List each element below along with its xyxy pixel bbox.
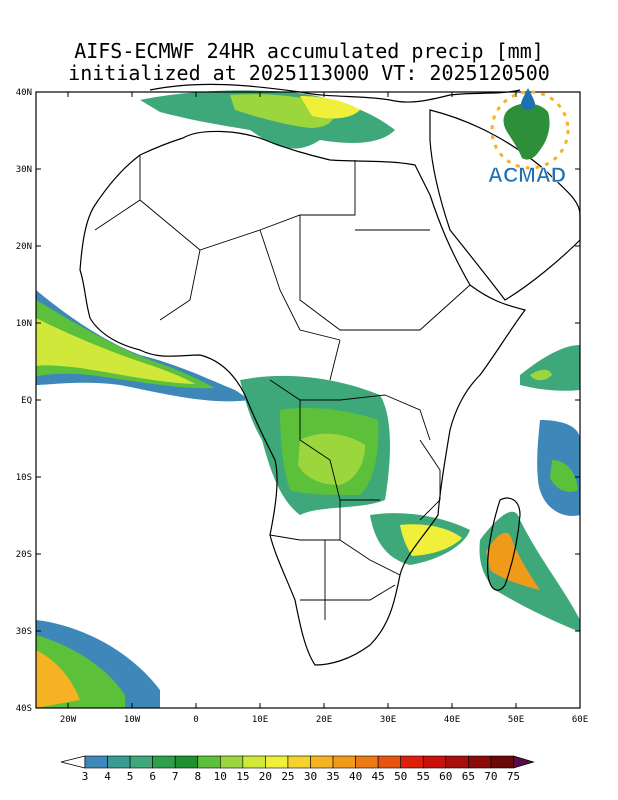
africa-coastline xyxy=(79,130,527,666)
logo-raindrop xyxy=(521,88,535,110)
lon-label: 50E xyxy=(508,715,524,725)
acmad-logo: ACMAD xyxy=(488,88,570,187)
colorbar-label: 70 xyxy=(484,770,497,783)
map-title-line-2: initialized at 2025113000 VT: 2025120500 xyxy=(68,61,550,85)
colorbar-label: 40 xyxy=(349,770,362,783)
colorbar-swatch xyxy=(355,755,379,769)
precip-east-ocean-core xyxy=(530,369,552,381)
precip-mozambique-core xyxy=(400,524,462,556)
precip-madagascar-core xyxy=(486,532,540,590)
colorbar-label: 7 xyxy=(172,770,179,783)
logo-sun-ring xyxy=(490,90,570,170)
europe-coastline xyxy=(149,83,521,103)
precip-congo-core xyxy=(298,433,365,485)
colorbar-label: 6 xyxy=(149,770,156,783)
colorbar-swatch xyxy=(422,755,447,769)
colorbar-label: 5 xyxy=(127,770,134,783)
lat-label: EQ xyxy=(21,396,32,406)
precip-atlantic-band-core xyxy=(36,318,195,384)
latitude-axis: 40N 30N 20N 10N EQ 10S 20S 30S 40S xyxy=(16,88,580,714)
colorbar-swatch xyxy=(129,755,153,769)
lon-label: 40E xyxy=(444,715,460,725)
colorbar-swatch xyxy=(332,755,356,769)
colorbar-swatch xyxy=(400,755,424,769)
lon-label: 10E xyxy=(252,715,268,725)
map-title-line-1: AIFS-ECMWF 24HR accumulated precip [mm] xyxy=(74,39,544,63)
longitude-axis: 20W 10W 0 10E 20E 30E 40E 50E 60E xyxy=(60,92,588,725)
logo-africa-silhouette xyxy=(503,103,550,160)
lat-label: 40N xyxy=(16,88,32,98)
lat-label: 20S xyxy=(16,550,32,560)
colorbar-label: 20 xyxy=(259,770,272,783)
colorbar-label: 8 xyxy=(194,770,201,783)
colorbar-swatch xyxy=(377,755,401,769)
colorbar-label: 4 xyxy=(104,770,111,783)
colorbar-label: 30 xyxy=(304,770,317,783)
colorbar-label: 65 xyxy=(462,770,475,783)
precip-south-atlantic-core xyxy=(36,650,80,708)
colorbar-label: 50 xyxy=(394,770,407,783)
precip-east-ocean xyxy=(520,345,580,391)
colorbar-label: 25 xyxy=(281,770,294,783)
colorbar-label: 15 xyxy=(236,770,249,783)
lon-label: 20E xyxy=(316,715,332,725)
colorbar-swatch xyxy=(445,755,469,769)
colorbar-label: 75 xyxy=(507,770,520,783)
lon-label: 30E xyxy=(380,715,396,725)
colorbar-swatch xyxy=(287,755,311,769)
country-borders xyxy=(94,155,471,620)
precip-indian-ocean-core xyxy=(550,460,578,492)
lat-label: 20N xyxy=(16,242,32,252)
lon-label: 10W xyxy=(124,715,141,725)
colorbar-label: 60 xyxy=(439,770,452,783)
colorbar-swatch xyxy=(310,755,334,769)
colorbar-high-arrow xyxy=(513,755,535,769)
colorbar-label: 35 xyxy=(326,770,339,783)
colorbar-swatch xyxy=(84,755,108,769)
lat-label: 30S xyxy=(16,627,32,637)
colorbar-label: 10 xyxy=(214,770,227,783)
arabia-coastline xyxy=(429,109,581,301)
lat-label: 40S xyxy=(16,704,32,714)
precip-field xyxy=(36,90,580,708)
colorbar-label: 55 xyxy=(417,770,430,783)
colorbar-swatch xyxy=(152,755,176,769)
lon-label: 0 xyxy=(193,715,198,725)
precip-mediterranean-peak xyxy=(300,96,360,119)
colorbar-swatch xyxy=(107,755,131,769)
colorbar-swatch xyxy=(265,755,289,769)
lon-label: 60E xyxy=(572,715,588,725)
lat-label: 10N xyxy=(16,319,32,329)
colorbar-low-arrow xyxy=(60,755,86,769)
colorbar: 3 4 5 6 7 8 10 15 20 25 30 35 40 45 50 55 60 65 70 75 xyxy=(60,755,535,783)
colorbar-swatch xyxy=(490,755,514,769)
madagascar-coastline xyxy=(487,497,521,591)
logo-text: ACMAD xyxy=(488,164,566,187)
colorbar-swatch xyxy=(220,755,244,769)
lat-label: 10S xyxy=(16,473,32,483)
lat-label: 30N xyxy=(16,165,32,175)
colorbar-swatch xyxy=(468,755,492,769)
lon-label: 20W xyxy=(60,715,77,725)
colorbar-swatch xyxy=(174,755,199,769)
colorbar-label: 3 xyxy=(82,770,89,783)
colorbar-swatch xyxy=(197,755,221,769)
colorbar-swatch xyxy=(242,755,266,769)
colorbar-label: 45 xyxy=(372,770,385,783)
